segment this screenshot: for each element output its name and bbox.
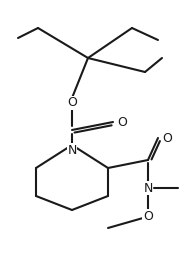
Text: N: N — [143, 182, 153, 195]
Text: O: O — [67, 97, 77, 109]
Text: O: O — [117, 116, 127, 129]
Text: O: O — [143, 210, 153, 223]
Text: N: N — [67, 144, 77, 156]
Text: O: O — [162, 132, 172, 145]
